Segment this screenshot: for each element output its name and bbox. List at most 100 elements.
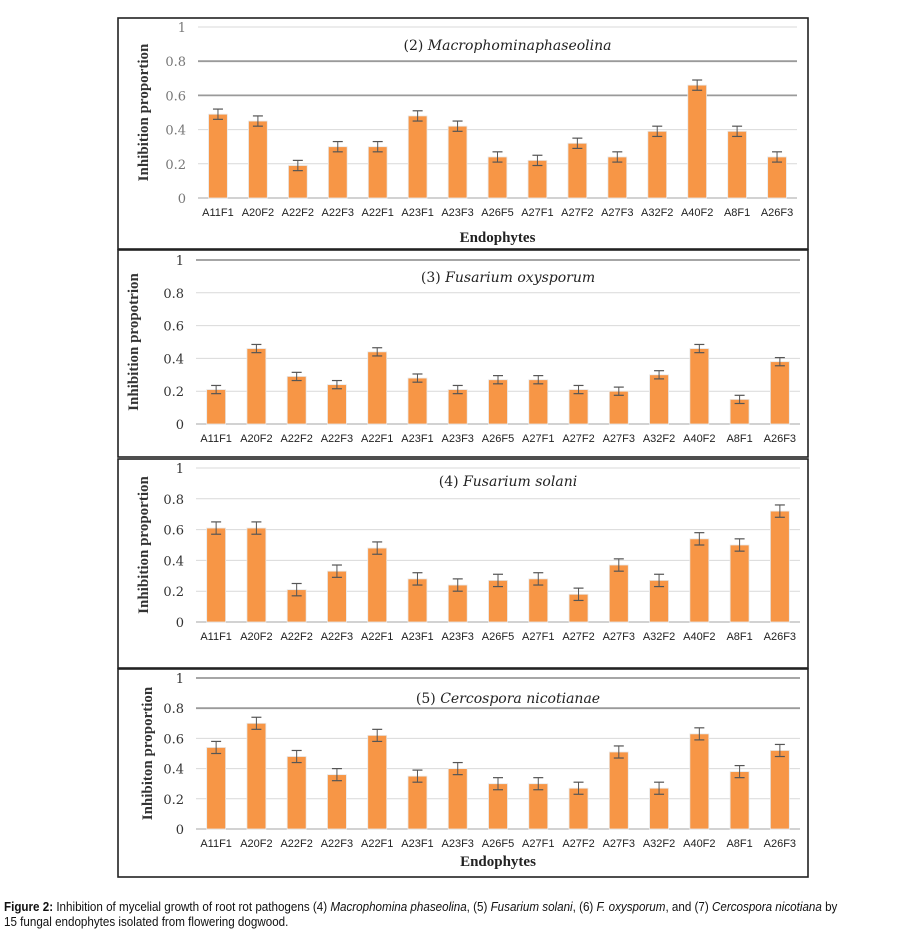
bar: [770, 510, 790, 623]
x-tick-label: A8F1: [726, 838, 752, 850]
x-tick-label: A22F1: [361, 433, 393, 445]
bar: [528, 783, 549, 830]
bar: [447, 389, 468, 425]
caption-text-part: , and (7): [665, 900, 712, 914]
bar: [767, 156, 787, 199]
x-tick-label: A23F1: [401, 207, 433, 219]
x-tick-label: A27F2: [562, 433, 594, 445]
x-axis-label: Endophytes: [460, 854, 536, 870]
chart-title-prefix: (4): [439, 474, 463, 490]
bar: [488, 783, 508, 830]
bar: [246, 722, 267, 830]
x-tick-label: A11F1: [200, 631, 232, 643]
y-tick-label: 0.6: [163, 732, 184, 747]
panel-border: [117, 458, 809, 669]
bar: [246, 527, 267, 623]
y-tick-label: 0: [178, 192, 186, 207]
bar: [689, 538, 710, 623]
x-tick-label: A27F3: [601, 207, 633, 219]
x-tick-label: A32F2: [643, 838, 675, 850]
chart-title: (5) Cercospora nicotianae: [416, 691, 600, 707]
y-tick-label: 0.8: [163, 287, 184, 302]
bar: [206, 389, 226, 425]
bar: [367, 547, 388, 623]
chart-title-prefix: (5): [416, 691, 440, 707]
y-tick-label: 0.6: [163, 320, 184, 335]
caption-text-part: , (5): [466, 900, 491, 914]
x-tick-label: A22F3: [321, 433, 353, 445]
x-tick-label: A22F1: [361, 207, 393, 219]
x-tick-label: A26F5: [482, 838, 514, 850]
x-tick-label: A22F3: [322, 207, 354, 219]
bar: [447, 125, 468, 199]
bar: [407, 775, 428, 830]
x-tick-label: A23F1: [401, 838, 433, 850]
x-tick-label: A27F1: [522, 631, 554, 643]
y-tick-label: 0.6: [165, 89, 186, 104]
chart-title-species: Macrophominaphaseolina: [427, 38, 612, 54]
bar: [608, 751, 629, 830]
y-tick-label: 0.8: [163, 493, 184, 508]
x-tick-label: A27F3: [603, 631, 635, 643]
x-tick-label: A23F1: [401, 433, 433, 445]
bar: [206, 747, 226, 830]
y-axis-label: Inhibition proportion: [136, 43, 152, 181]
bar: [447, 768, 468, 830]
caption-text-part: , (6): [572, 900, 597, 914]
x-tick-label: A23F1: [401, 631, 433, 643]
x-tick-label: A8F1: [726, 631, 752, 643]
bar: [770, 750, 790, 830]
x-tick-label: A32F2: [643, 631, 675, 643]
x-tick-label: A26F5: [482, 433, 514, 445]
bar: [729, 544, 750, 623]
x-tick-label: A27F1: [522, 838, 554, 850]
x-tick-label: A27F2: [562, 838, 594, 850]
y-axis-label: Inhibiton proportion: [140, 686, 156, 820]
y-tick-label: 0: [176, 616, 184, 631]
bar: [729, 771, 750, 830]
y-tick-label: 1: [176, 254, 184, 269]
x-tick-label: A11F1: [202, 207, 234, 219]
chart-panel-4: 0 0.2 0.4 0.6 0.8 1 A11F1 A20F2 A22F2 A22F3 A22F1 A…: [117, 668, 809, 878]
caption-label: Figure 2:: [4, 900, 54, 914]
y-tick-label: 0.2: [163, 385, 184, 400]
y-axis-label: Inhibition proportion: [136, 476, 152, 614]
bar: [528, 379, 549, 425]
x-tick-label: A22F1: [361, 631, 393, 643]
bar: [608, 564, 629, 623]
figure-caption: Figure 2: Inhibition of mycelial growth …: [4, 900, 841, 930]
caption-text-part: Inhibition of mycelial growth of root ro…: [53, 900, 331, 914]
bar: [488, 379, 508, 425]
x-tick-label: A27F1: [522, 433, 554, 445]
chart-panel-2: 0 0.2 0.4 0.6 0.8 1 A11F1 A20F2 A22F2 A22F3 A22F1 A…: [117, 249, 809, 458]
y-tick-label: 1: [176, 672, 184, 687]
caption-species-name: Fusarium solani: [490, 900, 573, 914]
bar: [487, 156, 508, 199]
y-tick-label: 0.2: [165, 158, 186, 173]
bar: [568, 389, 589, 425]
x-tick-label: A20F2: [240, 433, 272, 445]
bar: [286, 376, 307, 425]
x-tick-label: A22F3: [321, 838, 353, 850]
y-tick-label: 0.2: [163, 585, 184, 600]
x-tick-label: A11F1: [200, 433, 232, 445]
bar: [327, 774, 347, 830]
x-tick-label: A40F2: [683, 631, 715, 643]
x-tick-label: A26F5: [482, 631, 514, 643]
chart-title-species: Cercospora nicotianae: [440, 691, 600, 707]
bar: [727, 130, 747, 199]
bar: [286, 756, 307, 830]
bar: [687, 84, 707, 199]
caption-species-name: Macrophomina phaseolina: [330, 900, 467, 914]
x-tick-label: A26F5: [481, 207, 513, 219]
x-tick-label: A22F2: [282, 207, 314, 219]
chart-title: (4) Fusarium solani: [439, 474, 577, 490]
x-tick-label: A8F1: [726, 433, 752, 445]
y-tick-label: 0.6: [163, 524, 184, 539]
caption-text: Inhibition of mycelial growth of root ro…: [4, 900, 837, 929]
x-tick-label: A22F1: [361, 838, 393, 850]
x-axis-label: Endophytes: [460, 230, 536, 246]
y-tick-label: 0.8: [165, 55, 186, 70]
x-tick-label: A23F3: [442, 433, 474, 445]
